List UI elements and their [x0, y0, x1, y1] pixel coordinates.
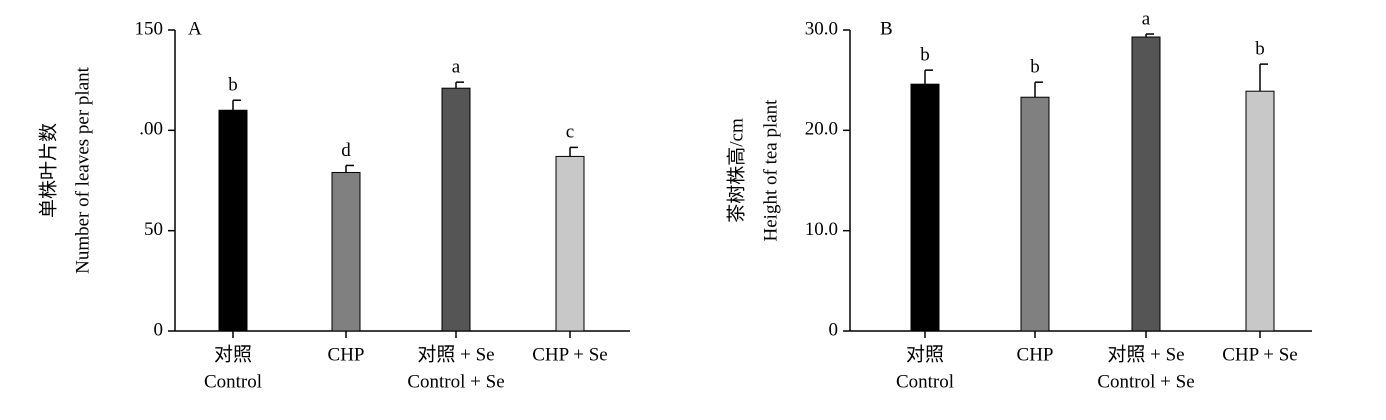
bar [1131, 36, 1161, 332]
y-tick-label: .00 [139, 119, 163, 140]
significance-label: c [566, 122, 574, 143]
bar [1245, 90, 1275, 332]
significance-label: b [1030, 57, 1040, 78]
y-tick-label: 10.0 [805, 219, 838, 240]
significance-label: b [228, 75, 238, 96]
y-axis-label: Height of tea plant [760, 99, 781, 242]
x-tick-label: CHP [1017, 344, 1054, 365]
x-tick-label: Control + Se [407, 371, 504, 392]
y-tick-label: 0 [829, 319, 839, 340]
bar [1020, 96, 1050, 332]
bar [555, 155, 585, 332]
significance-label: a [1142, 8, 1151, 29]
panel-label: A [188, 18, 202, 39]
bar [910, 83, 940, 332]
significance-label: b [1255, 38, 1265, 59]
x-tick-label: Control [896, 371, 954, 392]
y-axis-label: 茶树株高/cm [725, 118, 747, 223]
x-tick-label: CHP + Se [532, 344, 607, 365]
bar [331, 171, 361, 332]
x-tick-label: CHP + Se [1222, 344, 1297, 365]
bar [218, 109, 248, 332]
x-tick-label: 对照 + Se [1107, 343, 1184, 365]
x-tick-label: Control + Se [1097, 371, 1194, 392]
x-tick-label: 对照 + Se [417, 343, 494, 365]
significance-label: a [452, 57, 461, 78]
panel-label: B [880, 18, 893, 39]
bar [441, 87, 471, 332]
y-tick-label: 150 [135, 18, 164, 39]
x-tick-label: CHP [328, 344, 365, 365]
y-tick-label: 20.0 [805, 119, 838, 140]
y-axis-label: 单株叶片数 [37, 123, 59, 218]
x-tick-label: Control [204, 371, 262, 392]
x-tick-label: 对照 [906, 343, 944, 365]
significance-label: b [920, 44, 930, 65]
significance-label: d [341, 140, 351, 161]
y-axis-label: Number of leaves per plant [72, 66, 93, 274]
y-tick-label: 0 [154, 319, 164, 340]
y-tick-label: 50 [144, 219, 163, 240]
y-tick-label: 30.0 [805, 18, 838, 39]
x-tick-label: 对照 [214, 343, 252, 365]
